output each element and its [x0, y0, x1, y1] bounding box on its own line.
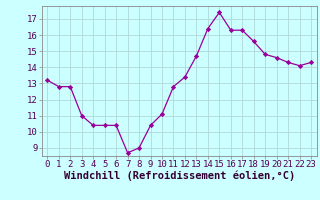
X-axis label: Windchill (Refroidissement éolien,°C): Windchill (Refroidissement éolien,°C): [64, 171, 295, 181]
